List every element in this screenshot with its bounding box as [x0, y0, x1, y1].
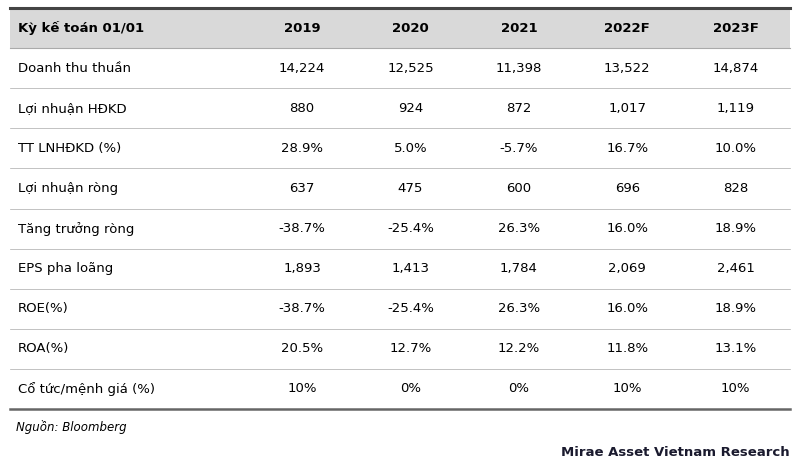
Text: 10%: 10%: [613, 382, 642, 396]
Text: Tăng trưởng ròng: Tăng trưởng ròng: [18, 221, 134, 236]
Text: 637: 637: [290, 182, 314, 195]
Text: ROA(%): ROA(%): [18, 342, 70, 355]
Text: 872: 872: [506, 102, 532, 115]
Text: 2023F: 2023F: [713, 22, 758, 34]
Text: 16.0%: 16.0%: [606, 222, 648, 235]
Text: 0%: 0%: [400, 382, 421, 396]
Bar: [10, 8, 790, 48]
Text: 1,119: 1,119: [717, 102, 754, 115]
Bar: [10, 249, 790, 289]
Text: 1,017: 1,017: [608, 102, 646, 115]
Text: -5.7%: -5.7%: [500, 142, 538, 155]
Text: -38.7%: -38.7%: [278, 302, 326, 315]
Text: 20.5%: 20.5%: [281, 342, 323, 355]
Text: -38.7%: -38.7%: [278, 222, 326, 235]
Text: 1,784: 1,784: [500, 262, 538, 275]
Text: 2020: 2020: [392, 22, 429, 34]
Text: 14,224: 14,224: [279, 62, 326, 74]
Text: 16.0%: 16.0%: [606, 302, 648, 315]
Text: 600: 600: [506, 182, 531, 195]
Text: 11.8%: 11.8%: [606, 342, 649, 355]
Text: Nguồn: Bloomberg: Nguồn: Bloomberg: [16, 420, 126, 434]
Bar: [10, 48, 790, 88]
Text: Doanh thu thuần: Doanh thu thuần: [18, 62, 131, 74]
Text: 12,525: 12,525: [387, 62, 434, 74]
Text: 5.0%: 5.0%: [394, 142, 427, 155]
Bar: [10, 169, 790, 209]
Text: Mirae Asset Vietnam Research: Mirae Asset Vietnam Research: [562, 447, 790, 460]
Text: ROE(%): ROE(%): [18, 302, 69, 315]
Text: 2021: 2021: [501, 22, 538, 34]
Bar: [10, 329, 790, 369]
Text: 28.9%: 28.9%: [281, 142, 323, 155]
Text: 16.7%: 16.7%: [606, 142, 649, 155]
Text: 828: 828: [723, 182, 749, 195]
Text: -25.4%: -25.4%: [387, 302, 434, 315]
Text: 880: 880: [290, 102, 314, 115]
Text: 2,461: 2,461: [717, 262, 754, 275]
Text: Lợi nhuận HĐKD: Lợi nhuận HĐKD: [18, 102, 126, 115]
Bar: [10, 369, 790, 409]
Text: 11,398: 11,398: [496, 62, 542, 74]
Text: 12.7%: 12.7%: [390, 342, 432, 355]
Text: 10.0%: 10.0%: [714, 142, 757, 155]
Bar: [10, 289, 790, 329]
Text: 13,522: 13,522: [604, 62, 650, 74]
Bar: [10, 128, 790, 169]
Text: 924: 924: [398, 102, 423, 115]
Text: 696: 696: [615, 182, 640, 195]
Text: Cổ tức/mệnh giá (%): Cổ tức/mệnh giá (%): [18, 382, 155, 396]
Text: 1,893: 1,893: [283, 262, 321, 275]
Text: -25.4%: -25.4%: [387, 222, 434, 235]
Bar: [10, 88, 790, 128]
Text: 475: 475: [398, 182, 423, 195]
Text: Kỳ kế toán 01/01: Kỳ kế toán 01/01: [18, 21, 144, 35]
Text: 18.9%: 18.9%: [714, 302, 757, 315]
Text: 0%: 0%: [509, 382, 530, 396]
Text: EPS pha loãng: EPS pha loãng: [18, 262, 114, 275]
Text: Lợi nhuận ròng: Lợi nhuận ròng: [18, 182, 118, 195]
Text: 13.1%: 13.1%: [714, 342, 757, 355]
Text: 26.3%: 26.3%: [498, 302, 540, 315]
Text: 1,413: 1,413: [391, 262, 430, 275]
Text: 18.9%: 18.9%: [714, 222, 757, 235]
Text: 2022F: 2022F: [605, 22, 650, 34]
Text: 2,069: 2,069: [609, 262, 646, 275]
Text: 14,874: 14,874: [713, 62, 759, 74]
Text: 12.2%: 12.2%: [498, 342, 540, 355]
Text: 10%: 10%: [721, 382, 750, 396]
Text: TT LNHĐKD (%): TT LNHĐKD (%): [18, 142, 122, 155]
Text: 2019: 2019: [284, 22, 321, 34]
Text: 10%: 10%: [287, 382, 317, 396]
Text: 26.3%: 26.3%: [498, 222, 540, 235]
Bar: [10, 209, 790, 249]
